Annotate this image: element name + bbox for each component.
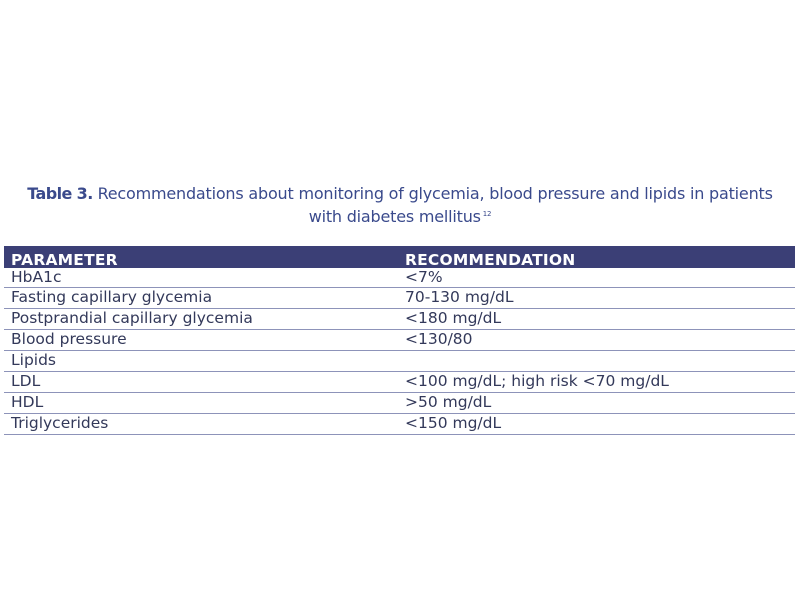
caption-text-1: Recommendations about monitoring of glyc… (92, 184, 773, 203)
table-row: Fasting capillary glycemia 70-130 mg/dL (4, 288, 795, 309)
caption-text-2: with diabetes mellitus (308, 207, 481, 226)
cell-recommendation: <7% (405, 268, 443, 286)
cell-recommendation: <150 mg/dL (405, 414, 502, 432)
cell-parameter: HbA1c (11, 268, 62, 286)
table-row: HbA1c <7% (4, 268, 795, 288)
table-row: Triglycerides <150 mg/dL (4, 414, 795, 435)
caption-reference: 12 (482, 210, 492, 218)
table-row: Postprandial capillary glycemia <180 mg/… (4, 309, 795, 330)
table-header-row: PARAMETER RECOMMENDATION (4, 246, 795, 269)
cell-recommendation: <180 mg/dL (405, 309, 502, 327)
table-row: HDL >50 mg/dL (4, 393, 795, 414)
cell-recommendation: 70-130 mg/dL (405, 288, 514, 306)
caption-label: Table 3. (27, 184, 93, 203)
cell-parameter: Fasting capillary glycemia (11, 288, 213, 306)
header-recommendation: RECOMMENDATION (405, 251, 576, 269)
caption-line-2: with diabetes mellitus 12 (0, 204, 800, 227)
cell-parameter: Postprandial capillary glycemia (11, 309, 253, 327)
table-row: LDL <100 mg/dL; high risk <70 mg/dL (4, 372, 795, 393)
cell-recommendation (400, 351, 795, 371)
cell-parameter: Lipids (11, 351, 57, 369)
cell-parameter: LDL (11, 372, 41, 390)
cell-recommendation: <100 mg/dL; high risk <70 mg/dL (405, 372, 669, 390)
table-caption: Table 3. Recommendations about monitorin… (0, 184, 800, 227)
header-parameter: PARAMETER (11, 251, 118, 269)
recommendations-table: PARAMETER RECOMMENDATION HbA1c <7% Fasti… (4, 246, 795, 435)
cell-recommendation: <130/80 (405, 330, 473, 348)
cell-recommendation: >50 mg/dL (405, 393, 492, 411)
caption-line-1: Table 3. Recommendations about monitorin… (0, 184, 800, 204)
table-row: Lipids (4, 351, 795, 372)
cell-parameter: Blood pressure (11, 330, 127, 348)
cell-parameter: HDL (11, 393, 44, 411)
table-row: Blood pressure <130/80 (4, 330, 795, 351)
cell-parameter: Triglycerides (11, 414, 109, 432)
